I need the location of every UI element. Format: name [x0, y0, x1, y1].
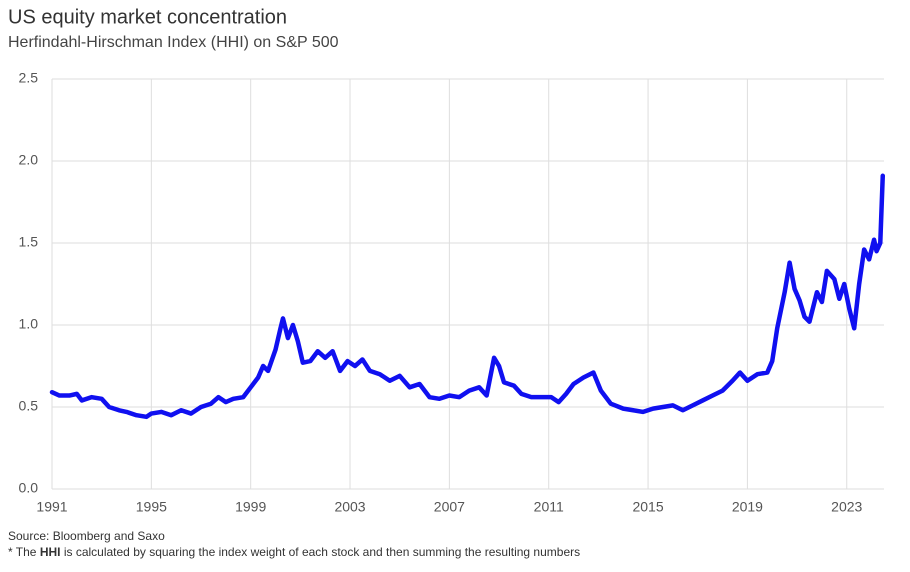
x-tick-label: 1991 [36, 499, 67, 515]
footnote: * The HHI is calculated by squaring the … [8, 545, 580, 559]
y-tick-label: 1.5 [19, 234, 39, 250]
footnote-text: * The [8, 545, 40, 559]
y-tick-label: 2.0 [19, 152, 39, 168]
x-tick-label: 2015 [632, 499, 663, 515]
x-tick-label: 1999 [235, 499, 266, 515]
y-tick-label: 1.0 [19, 316, 39, 332]
y-tick-label: 2.5 [19, 70, 39, 86]
source-note: Source: Bloomberg and Saxo [8, 529, 165, 543]
data-line [49, 173, 886, 420]
plot-area [49, 173, 886, 420]
x-tick-label: 2011 [534, 499, 564, 515]
y-tick-label: 0.5 [19, 398, 39, 414]
grid [51, 78, 884, 490]
chart-title: US equity market concentration [8, 6, 287, 28]
footnote-bold: HHI [40, 545, 61, 559]
footnote-text: is calculated by squaring the index weig… [60, 545, 580, 559]
x-tick-label: 2023 [831, 499, 862, 515]
chart-subtitle: Herfindahl-Hirschman Index (HHI) on S&P … [8, 34, 339, 51]
x-tick-label: 2003 [334, 499, 365, 515]
x-tick-label: 2019 [732, 499, 763, 515]
y-tick-label: 0.0 [19, 480, 39, 496]
x-tick-label: 2007 [434, 499, 465, 515]
x-tick-label: 1995 [136, 499, 167, 515]
